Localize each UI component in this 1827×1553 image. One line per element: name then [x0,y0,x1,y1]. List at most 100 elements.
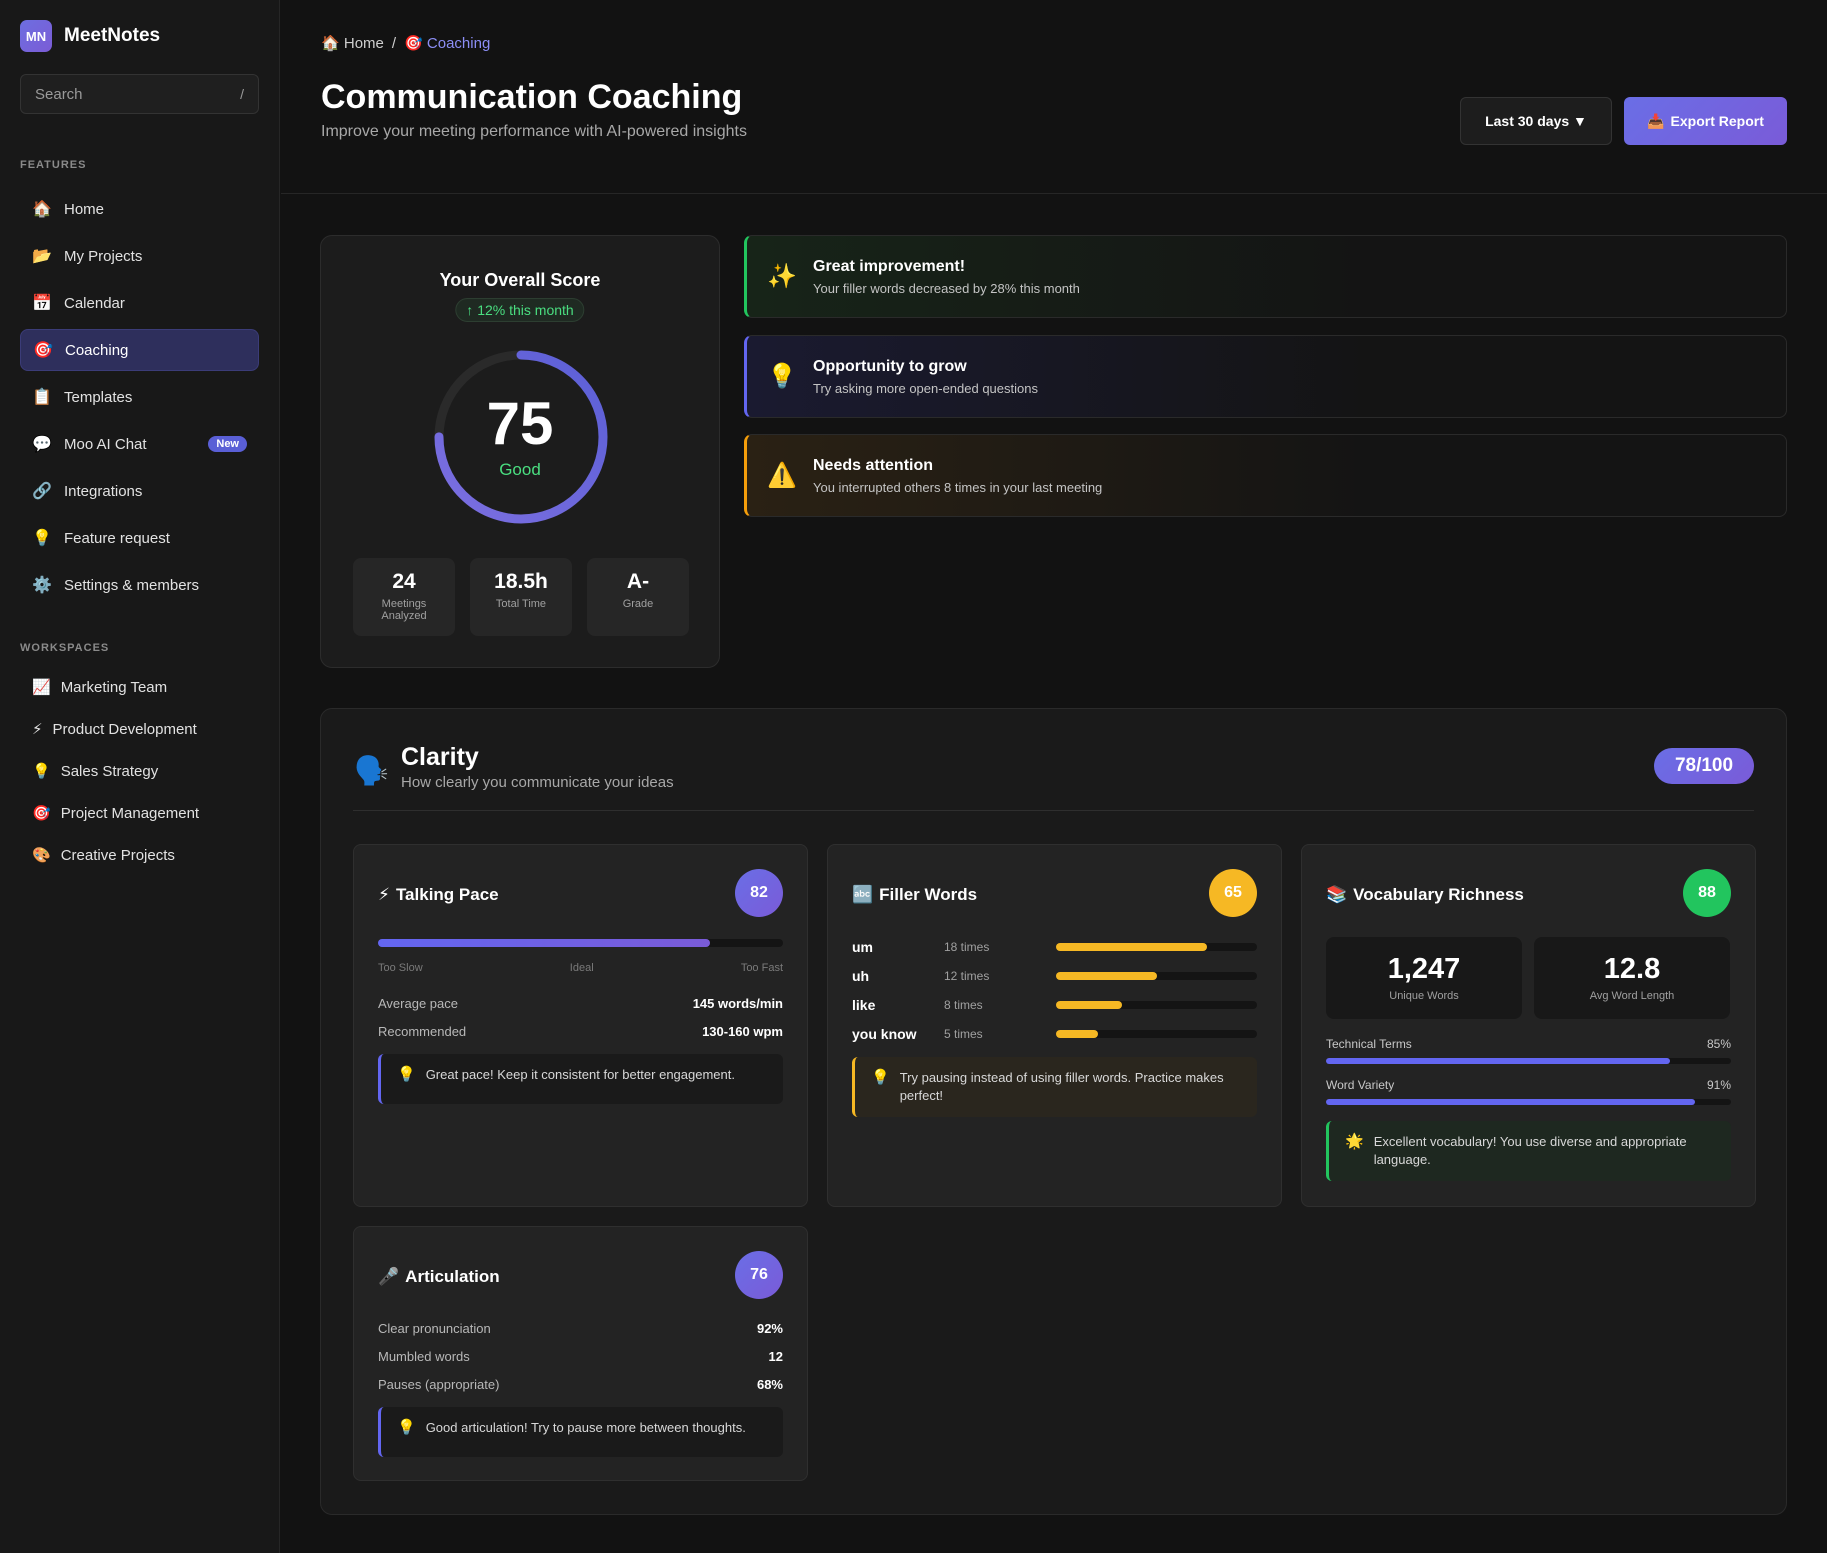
sidebar-item-moo-ai-chat[interactable]: 💬 Moo AI Chat New [20,423,259,465]
filler-count: 5 times [944,1027,983,1041]
sidebar-item-calendar[interactable]: 📅 Calendar [20,282,259,324]
metric-row: Clear pronunciation 92% [378,1321,783,1336]
sidebar: MN MeetNotes / FEATURES 🏠 Home 📂 My Projec… [0,0,280,1553]
filler-word: like [852,997,876,1013]
card-title-label: Vocabulary Richness [1353,885,1524,904]
card-title: 🎤 Articulation [378,1267,500,1287]
stat-value: A- [626,570,650,593]
insight-needs-attention[interactable]: ⚠️ Needs attention You interrupted others… [744,434,1787,517]
score-badge: 88 [1683,869,1731,917]
filler-words-card: 🔤 Filler Words 65 um 18 times uh 12 times l… [827,844,1282,1207]
sidebar-item-label: Coaching [65,341,129,359]
calendar-icon: 📅 [32,295,52,312]
link-icon: 🔗 [32,483,52,500]
workspace-project-management[interactable]: 🎯 Project Management [20,792,259,834]
clarity-section: 🗣️ Clarity How clearly you communicate y… [320,708,1787,1515]
stat-label: Grade [622,598,654,610]
target-icon: 🎯 [32,805,51,822]
tip-box: 💡 Try pausing instead of using filler wor… [852,1057,1257,1117]
features-label: FEATURES [20,159,87,171]
score-badge: 76 [735,1251,783,1299]
workspace-label: Sales Strategy [60,762,159,780]
scale-ideal: Ideal [569,962,594,974]
score-ring-progress [434,350,608,524]
sidebar-item-home[interactable]: 🏠 Home [20,188,259,230]
breadcrumb-current: 🎯 Coaching [404,34,490,52]
brand-logo: MN [20,20,52,52]
date-range-dropdown[interactable]: Last 30 days ▼ [1460,97,1612,145]
insight-title: Great improvement! [813,257,966,275]
articulation-card: 🎤 Articulation 76 Clear pronunciation 92% … [353,1226,808,1481]
sidebar-item-feature-request[interactable]: 💡 Feature request [20,517,259,559]
workspace-label: Project Management [60,804,200,822]
stat-meetings: 24 Meetings Analyzed [353,558,455,636]
workspace-sales-strategy[interactable]: 💡 Sales Strategy [20,750,259,792]
page-header: 🏠 Home / 🎯 Coaching Communication Coachi… [281,0,1827,194]
search-box[interactable]: / [20,74,259,114]
bar-fill [1326,1058,1671,1064]
brand[interactable]: MN MeetNotes [20,20,259,52]
sidebar-item-templates[interactable]: 📋 Templates [20,376,259,418]
clarity-score-badge: 78/100 [1654,748,1754,784]
insight-opportunity[interactable]: 💡 Opportunity to grow Try asking more ope… [744,335,1787,418]
target-icon: 🎯 [404,35,423,52]
workspace-creative-projects[interactable]: 🎨 Creative Projects [20,834,259,876]
sidebar-item-my-projects[interactable]: 📂 My Projects [20,235,259,277]
chart-up-icon: 📈 [32,679,51,696]
sidebar-item-coaching[interactable]: 🎯 Coaching [20,329,259,371]
card-title-label: Filler Words [879,885,978,904]
sidebar-item-label: Integrations [64,482,143,500]
sidebar-item-label: Calendar [64,294,125,312]
page-subtitle: Improve your meeting performance with AI… [321,123,747,140]
sidebar-item-label: Templates [64,388,133,406]
overall-score-card: Your Overall Score ↑ 12% this month 75 G… [320,235,720,668]
pace-scale: Too Slow Ideal Too Fast [378,962,783,974]
download-icon: 📥 [1647,112,1665,129]
brand-name: MeetNotes [64,25,161,46]
stat-total-time: 18.5h Total Time [470,558,572,636]
row-label: Clear pronunciation [378,1321,491,1336]
card-title-label: Talking Pace [395,885,499,904]
sidebar-item-integrations[interactable]: 🔗 Integrations [20,470,259,512]
sidebar-item-settings[interactable]: ⚙️ Settings & members [20,564,259,606]
export-report-button[interactable]: 📥 Export Report [1624,97,1787,145]
tip-text: Good articulation! Try to pause more bet… [425,1420,746,1435]
chat-bubble-icon: 💬 [32,436,52,453]
insight-title: Opportunity to grow [813,357,967,375]
scale-too-slow: Too Slow [378,962,423,974]
filler-bar-fill [1056,972,1157,980]
workspace-marketing-team[interactable]: 📈 Marketing Team [20,666,259,708]
export-label: Export Report [1670,113,1764,129]
pace-bar-fill [378,939,711,947]
insight-great-improvement[interactable]: ✨ Great improvement! Your filler words de… [744,235,1787,318]
row-value: 85% [1706,1037,1731,1051]
breadcrumb-separator: / [391,34,397,52]
talking-pace-card: ⚡ Talking Pace 82 Too Slow Ideal Too Fast… [353,844,808,1207]
warning-icon: ⚠️ [767,462,797,489]
breadcrumb-home[interactable]: 🏠 Home [321,34,384,52]
filler-count: 18 times [944,940,990,954]
features-nav: 🏠 Home 📂 My Projects 📅 Calendar 🎯 Coaching 📋… [20,188,259,606]
workspace-product-development[interactable]: ⚡ Product Development [20,708,259,750]
filler-count: 12 times [944,969,990,983]
search-input[interactable] [35,85,215,103]
metric-row: Pauses (appropriate) 68% [378,1377,783,1392]
vocab-stat: 12.8 Avg Word Length [1534,937,1730,1019]
score-ring [434,350,608,524]
row-value: 130-160 wpm [702,1024,783,1039]
row-label: Word Variety [1326,1078,1395,1092]
card-title: 🔤 Filler Words [852,885,977,905]
filler-bar-fill [1056,1030,1099,1038]
workspaces-label: WORKSPACES [20,642,110,654]
gear-icon: ⚙️ [32,577,52,594]
score-badge: 65 [1209,869,1257,917]
technical-terms-bar [1326,1058,1731,1064]
vocab-stat-label: Avg Word Length [1589,990,1675,1002]
filler-bar [1056,943,1257,951]
stat-label: Meetings Analyzed [381,598,427,622]
filler-bar [1056,1030,1257,1038]
target-icon: 🎯 [33,342,53,359]
page-title: Communication Coaching [321,78,743,116]
speaking-head-icon: 🗣️ [354,755,389,786]
insight-description: Try asking more open-ended questions [813,380,1038,396]
